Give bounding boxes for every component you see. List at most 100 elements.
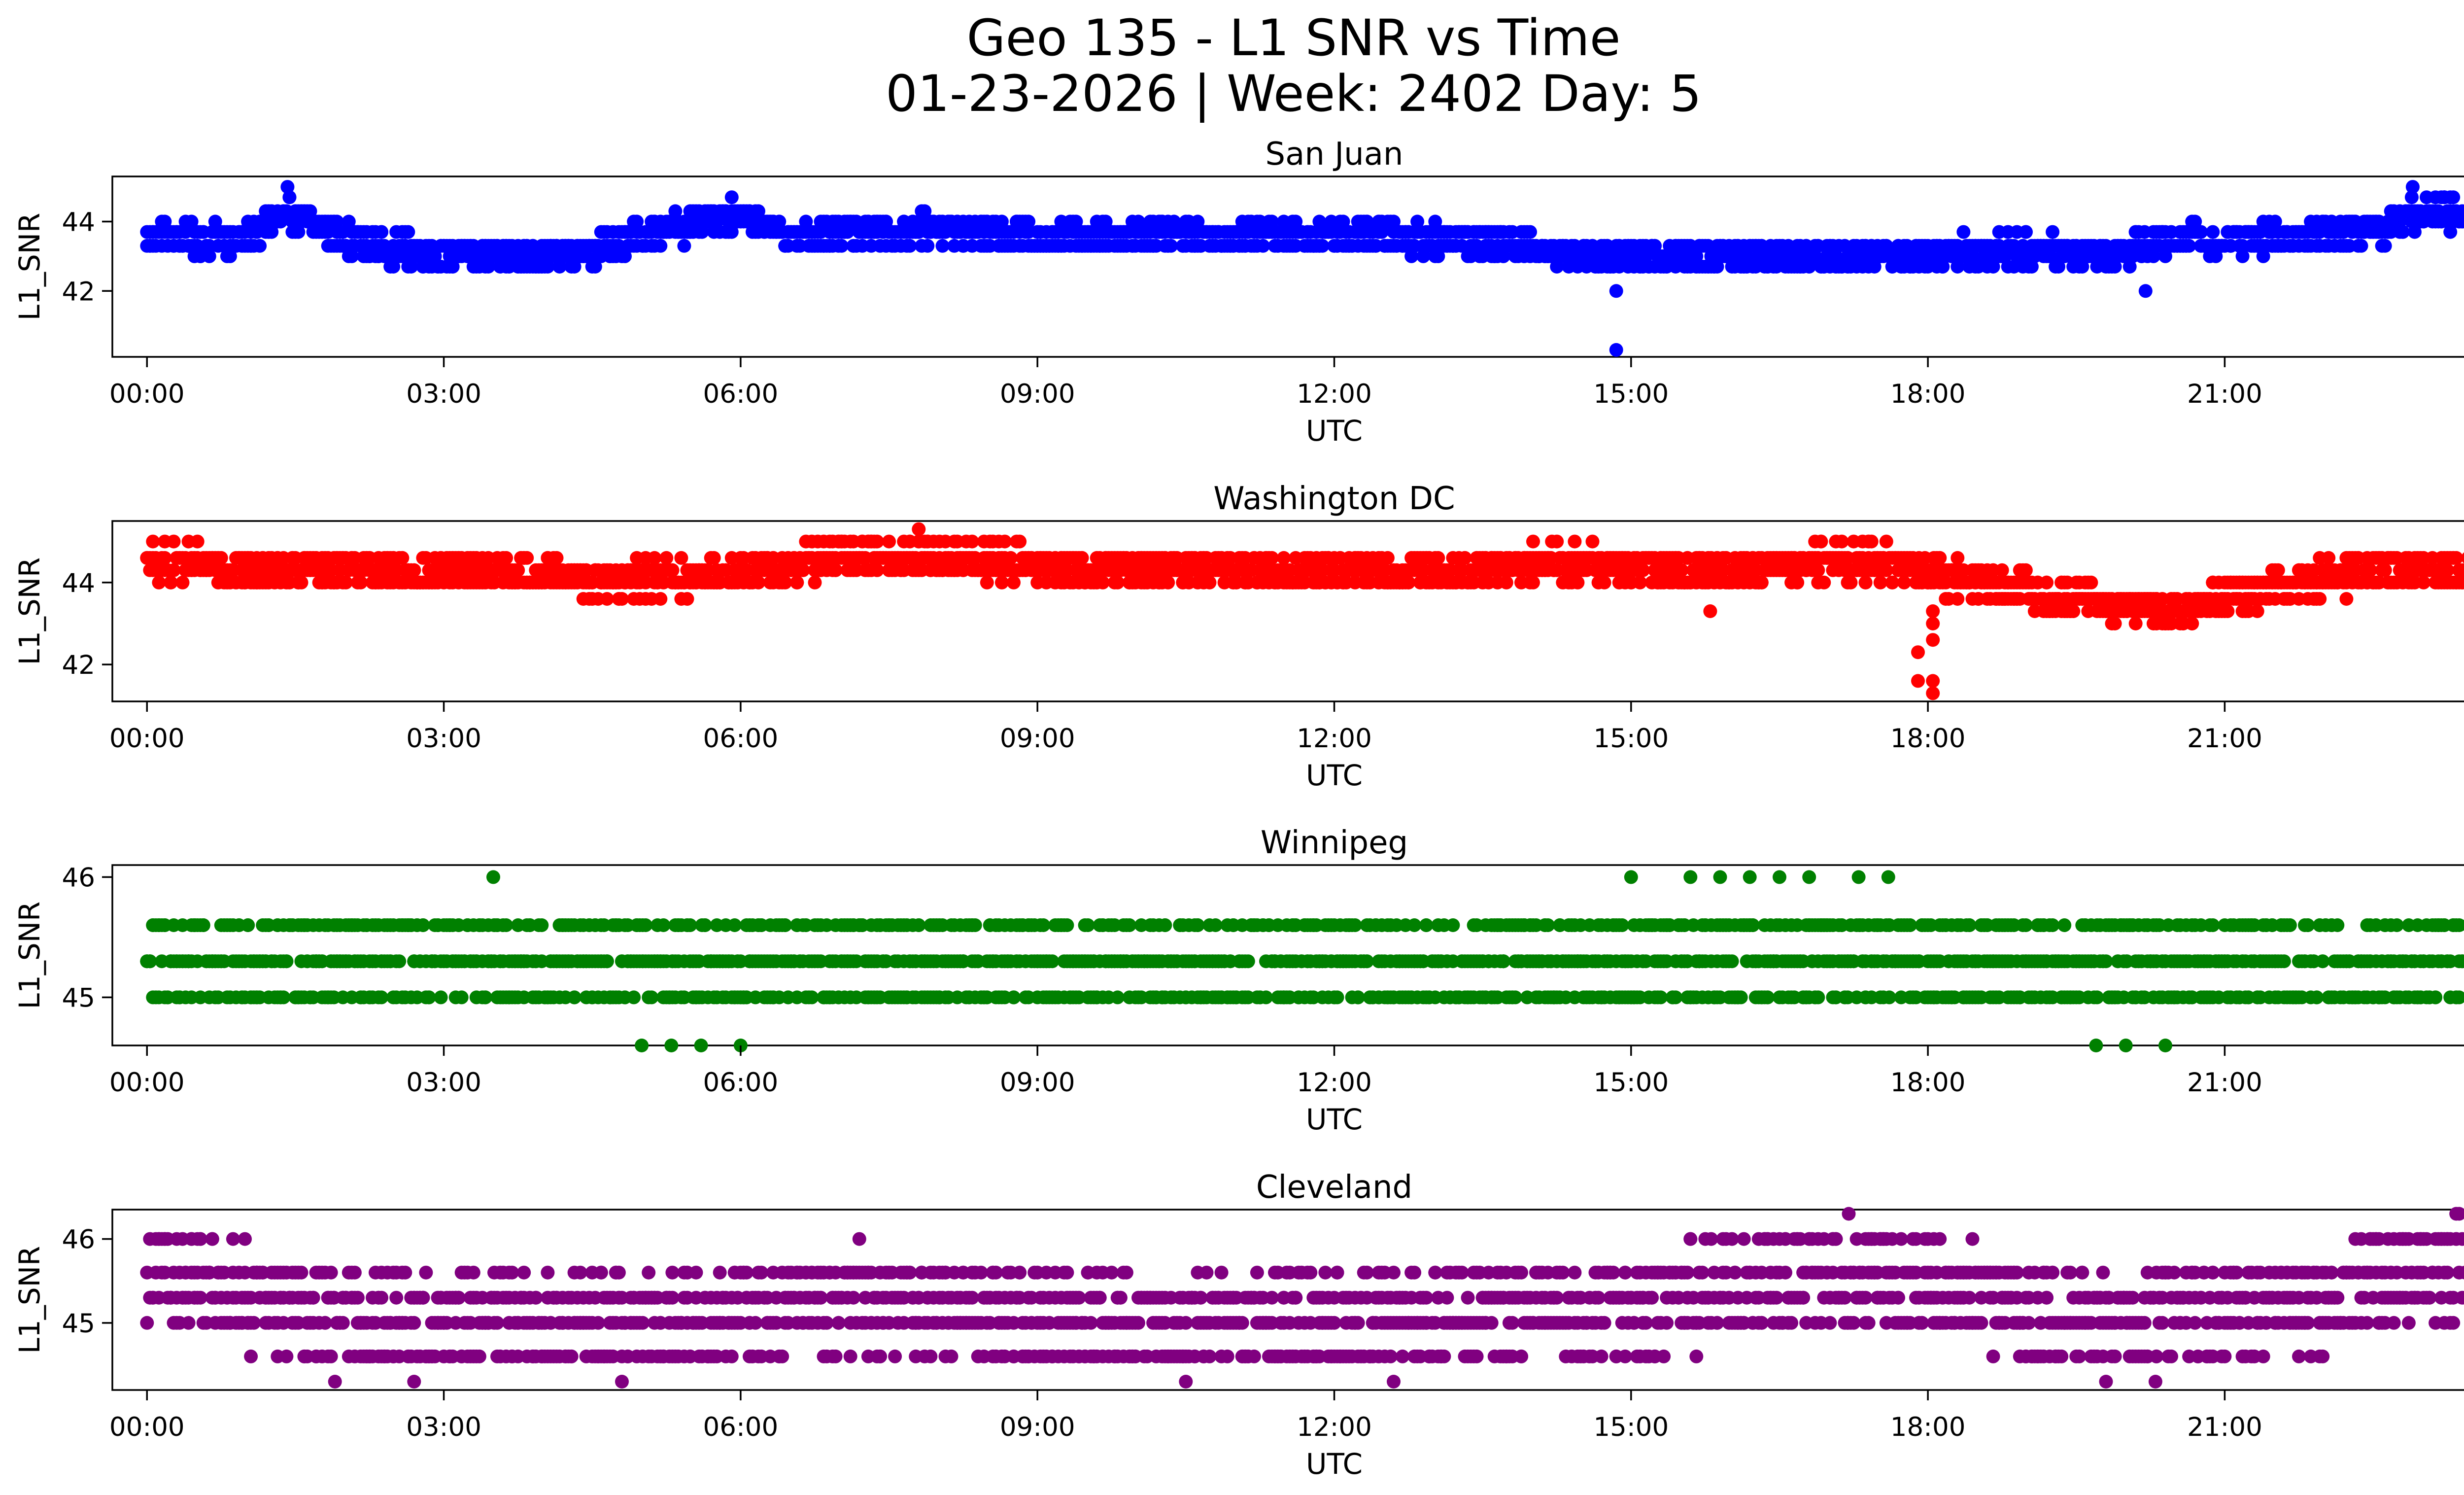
data-point bbox=[164, 575, 178, 590]
data-point bbox=[668, 204, 683, 218]
data-point bbox=[707, 551, 721, 565]
data-point bbox=[1808, 249, 1822, 263]
data-point bbox=[882, 534, 896, 549]
data-point bbox=[2221, 604, 2235, 618]
data-point bbox=[1315, 239, 1330, 253]
data-point bbox=[1167, 214, 1181, 229]
data-point bbox=[241, 918, 255, 932]
data-point bbox=[1004, 551, 1018, 565]
data-point bbox=[727, 918, 742, 932]
data-point bbox=[1069, 214, 1083, 229]
data-point bbox=[980, 575, 994, 590]
data-point bbox=[710, 214, 724, 229]
data-point bbox=[1007, 990, 1021, 1005]
data-point bbox=[416, 918, 430, 932]
data-point bbox=[2446, 190, 2461, 205]
data-point bbox=[1754, 575, 1769, 590]
data-point bbox=[656, 918, 671, 932]
data-point bbox=[870, 563, 884, 577]
data-point bbox=[330, 214, 344, 229]
data-point bbox=[342, 214, 356, 229]
data-point bbox=[1277, 551, 1291, 565]
data-point bbox=[918, 204, 932, 218]
data-point-outlier bbox=[2405, 180, 2420, 194]
data-point bbox=[214, 551, 228, 565]
x-tick-label: 15:00 bbox=[1593, 379, 1669, 409]
data-point bbox=[799, 214, 813, 229]
data-point bbox=[404, 260, 418, 274]
data-point bbox=[1550, 260, 1564, 274]
data-point bbox=[1951, 551, 1965, 565]
data-point bbox=[2019, 563, 2033, 577]
data-point bbox=[567, 990, 582, 1005]
data-point bbox=[752, 575, 765, 590]
x-tick-label: 03:00 bbox=[406, 724, 481, 754]
data-point bbox=[146, 534, 160, 549]
data-point bbox=[639, 918, 653, 932]
data-point bbox=[1499, 575, 1513, 590]
data-point bbox=[870, 534, 884, 549]
data-point bbox=[279, 954, 294, 969]
data-point bbox=[659, 551, 674, 565]
data-point bbox=[2313, 592, 2327, 606]
data-point bbox=[339, 575, 353, 590]
data-point bbox=[1428, 214, 1442, 229]
data-point bbox=[683, 918, 697, 932]
data-point bbox=[2206, 225, 2220, 239]
data-point bbox=[422, 990, 436, 1005]
x-tick-label: 18:00 bbox=[1890, 724, 1966, 754]
data-point bbox=[680, 592, 694, 606]
data-point bbox=[1360, 214, 1374, 229]
data-point bbox=[1013, 534, 1027, 549]
data-point bbox=[386, 260, 401, 274]
data-point bbox=[677, 239, 691, 253]
data-point bbox=[695, 225, 709, 239]
data-point bbox=[1496, 249, 1510, 263]
data-point bbox=[294, 575, 308, 590]
data-point bbox=[1835, 534, 1849, 549]
data-point bbox=[1380, 551, 1395, 565]
data-point bbox=[1523, 225, 1537, 239]
data-point bbox=[2040, 575, 2053, 590]
data-point bbox=[879, 214, 893, 229]
data-point-outlier bbox=[1926, 604, 1940, 618]
data-point bbox=[790, 575, 804, 590]
y-tick-label: 42 bbox=[62, 650, 95, 680]
data-point bbox=[196, 918, 210, 932]
data-point bbox=[921, 239, 935, 253]
data-point bbox=[344, 249, 359, 263]
data-point bbox=[1867, 260, 1882, 274]
data-point bbox=[840, 225, 855, 239]
data-point bbox=[1571, 575, 1585, 590]
data-point bbox=[392, 954, 407, 969]
data-point bbox=[190, 534, 205, 549]
data-point bbox=[903, 239, 917, 253]
data-point bbox=[1202, 575, 1217, 590]
data-point bbox=[1045, 954, 1060, 969]
data-point-outlier bbox=[1609, 284, 1623, 298]
data-point-outlier bbox=[1545, 534, 1559, 549]
data-point bbox=[223, 249, 237, 263]
data-point bbox=[724, 225, 739, 239]
data-point bbox=[805, 990, 819, 1005]
data-point bbox=[1858, 575, 1873, 590]
data-point bbox=[1648, 239, 1662, 253]
data-point-outlier bbox=[2138, 284, 2153, 298]
data-point bbox=[434, 990, 448, 1005]
data-point bbox=[2185, 617, 2199, 630]
data-point bbox=[375, 225, 389, 239]
data-point bbox=[1790, 575, 1805, 590]
data-point bbox=[2396, 225, 2410, 239]
data-point bbox=[2417, 575, 2430, 590]
data-point bbox=[1110, 575, 1125, 590]
data-point bbox=[648, 551, 662, 565]
data-point bbox=[630, 214, 644, 229]
data-point bbox=[1951, 592, 1965, 606]
data-point bbox=[627, 990, 641, 1005]
data-point bbox=[2066, 604, 2081, 618]
data-point bbox=[1740, 249, 1754, 263]
data-point bbox=[1191, 214, 1205, 229]
data-point-outlier bbox=[280, 180, 295, 194]
